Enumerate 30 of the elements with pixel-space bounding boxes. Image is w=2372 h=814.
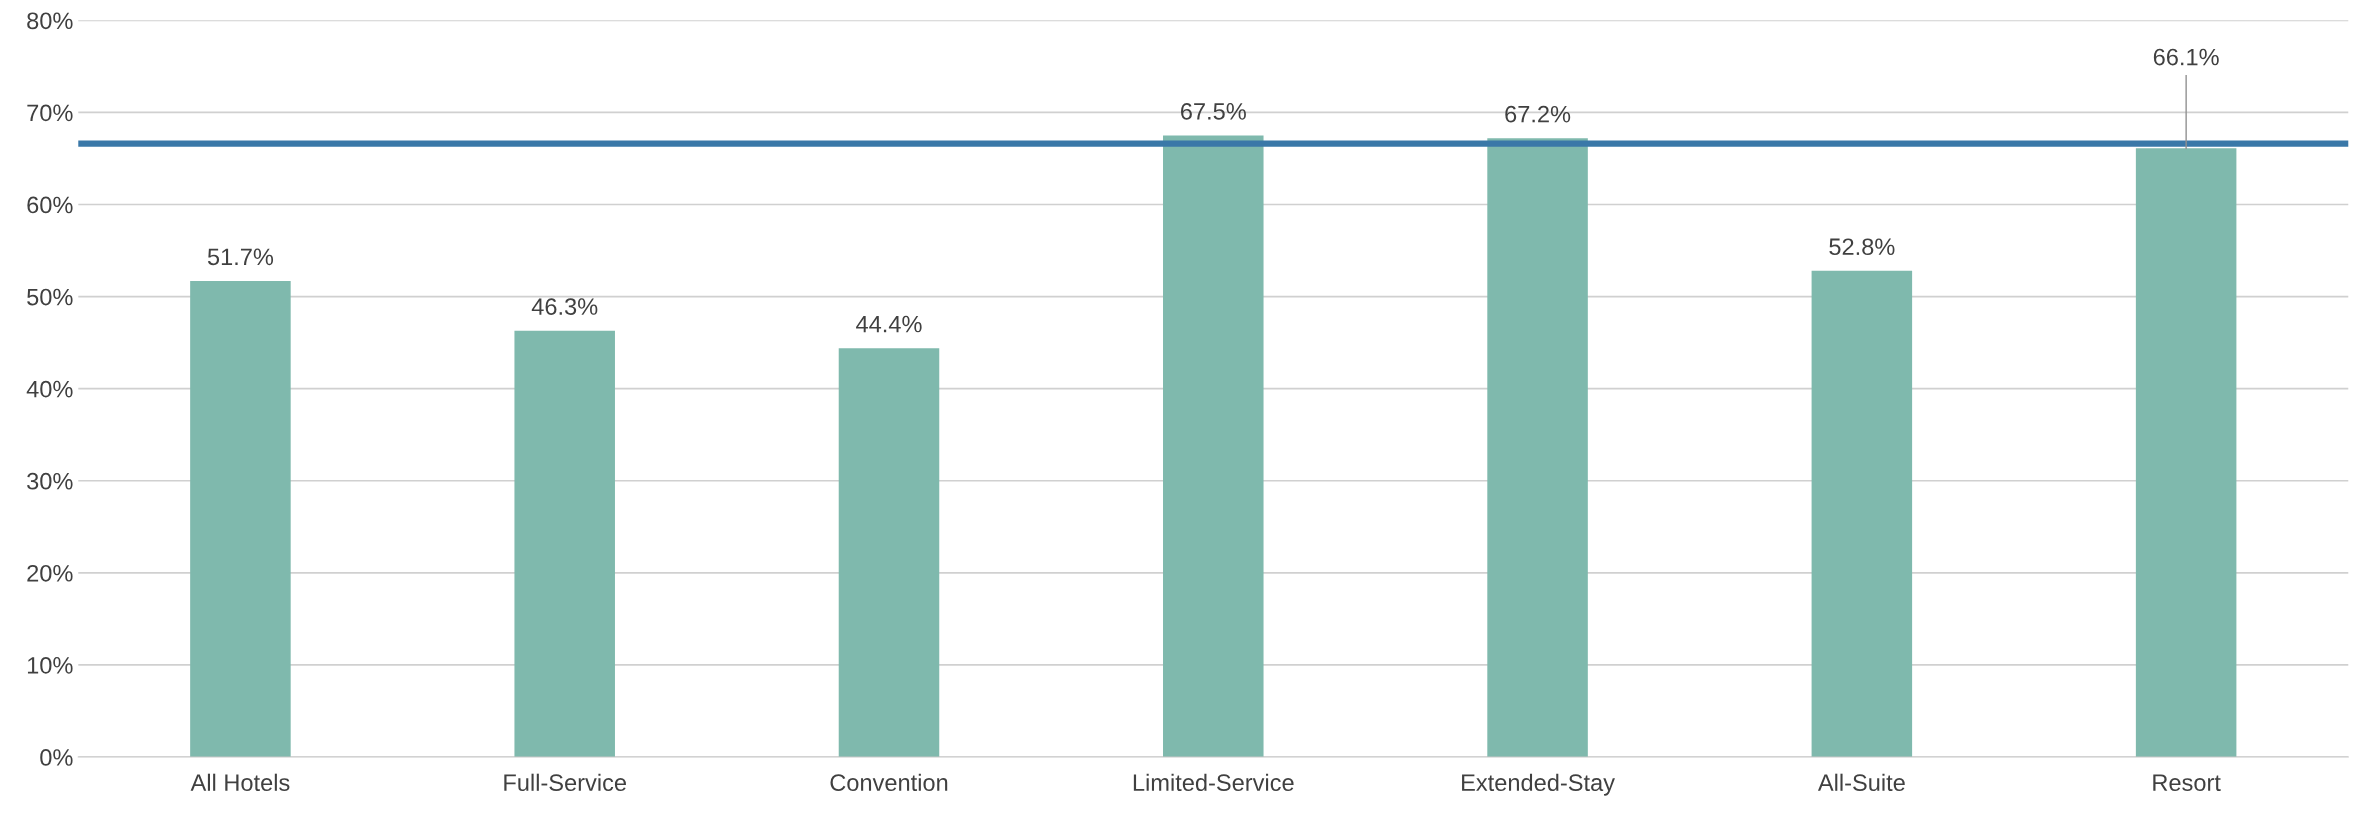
y-tick-label: 60% [27,196,73,214]
y-tick-label: 50% [27,288,73,306]
data-label: 67.2% [1505,105,1571,123]
data-label: 67.5% [1181,103,1246,120]
x-tick-label: Limited-Service [1133,773,1294,792]
bar [1811,270,1913,758]
bar [514,330,615,758]
y-tick-label: 80% [27,12,73,30]
x-tick-label: Extended-Stay [1462,773,1615,796]
x-tick-label: All Hotels [190,773,290,792]
y-tick-label: 20% [27,564,73,582]
data-label: 52.8% [1829,238,1895,256]
y-tick-label: 30% [27,472,73,490]
bar [1163,135,1264,758]
x-tick-label: All-Suite [1817,773,1905,792]
data-label: 66.1% [2153,48,2219,66]
bar [190,280,291,758]
bar [2135,148,2237,758]
y-tick-label: 70% [27,104,73,122]
y-tick-label: 40% [26,380,73,398]
x-tick-label: Resort [2153,774,2221,792]
bar [838,348,940,758]
y-tick-label: 10% [27,657,73,674]
data-label: 51.7% [207,248,274,266]
x-tick-label: Convention [830,773,948,792]
data-label: 46.3% [531,298,598,315]
data-label: 44.4% [856,315,922,333]
y-tick-label: 0% [40,749,73,766]
x-tick-label: Full-Service [504,773,626,792]
bar [1487,138,1588,758]
